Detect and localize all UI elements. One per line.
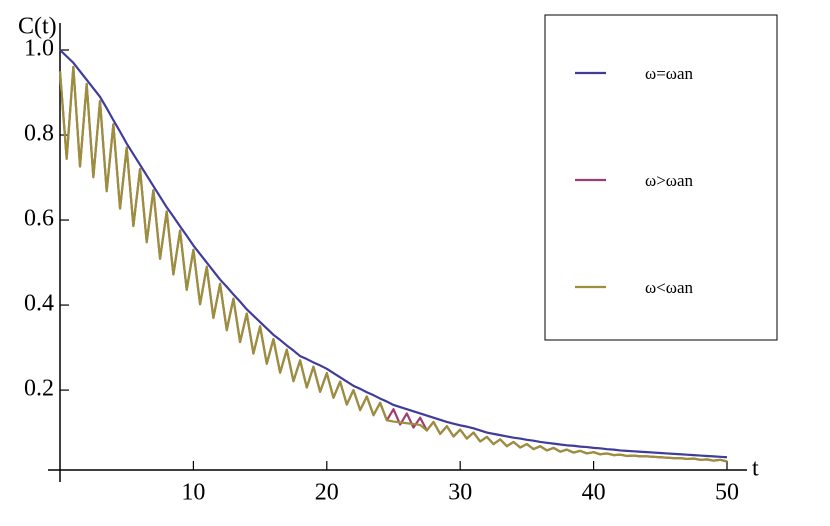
legend-label: ω<ωan — [645, 278, 694, 297]
y-tick-label: 0.4 — [24, 291, 54, 317]
x-tick-label: 20 — [315, 480, 339, 506]
x-tick-label: 30 — [448, 480, 472, 506]
x-tick-label: 10 — [181, 480, 205, 506]
x-axis-label: t — [752, 456, 759, 482]
y-tick-label: 0.2 — [24, 376, 54, 402]
series-line — [59, 49, 728, 459]
legend-label: ω=ωan — [645, 64, 694, 83]
series-line — [58, 65, 728, 463]
x-tick-label: 50 — [715, 480, 739, 506]
legend-box — [544, 14, 778, 341]
y-axis-label: C(t) — [18, 14, 57, 40]
y-tick-label: 1.0 — [24, 36, 54, 62]
legend-label: ω>ωan — [645, 171, 694, 190]
x-tick-label: 40 — [582, 480, 606, 506]
y-tick-label: 0.8 — [24, 121, 54, 147]
y-tick-label: 0.6 — [24, 206, 54, 232]
